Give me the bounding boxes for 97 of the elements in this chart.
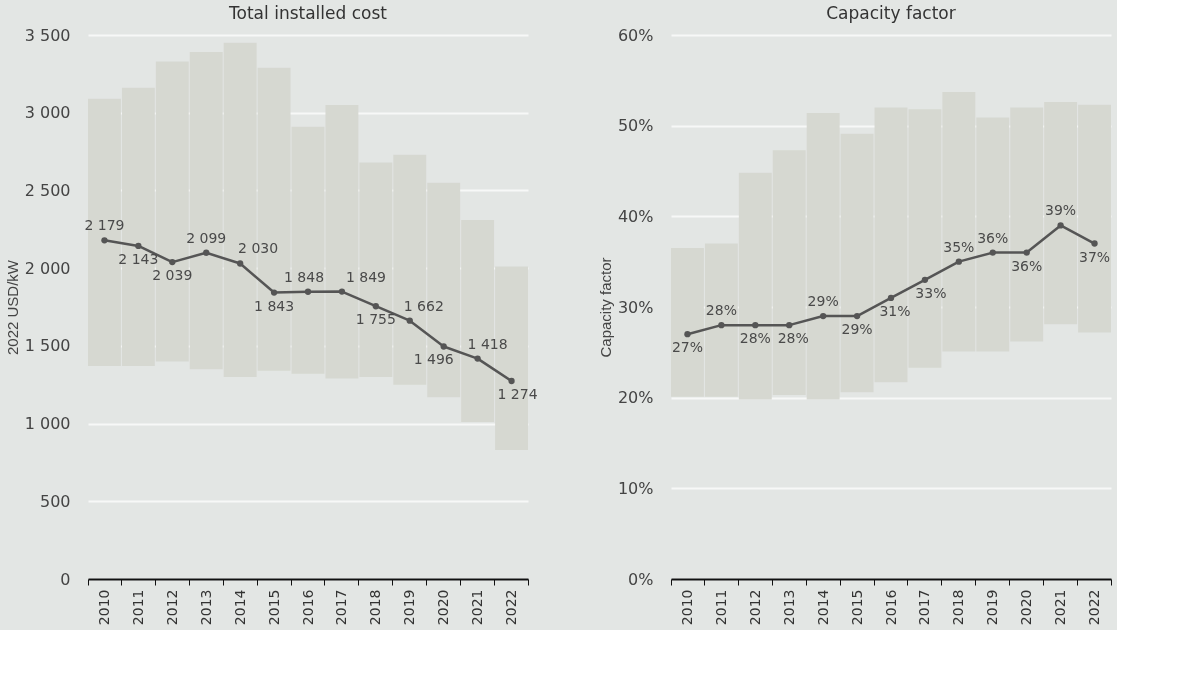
y-tick-label: 1 000 <box>24 414 71 434</box>
point <box>989 249 996 256</box>
x-tick-label: 2017 <box>916 589 933 626</box>
point <box>684 331 691 338</box>
data-label: 28% <box>705 302 737 319</box>
data-label: 2 143 <box>118 250 159 267</box>
y-tick-label: 500 <box>39 491 71 511</box>
point <box>1057 222 1064 229</box>
data-label: 1 843 <box>254 297 295 314</box>
x-tick-label: 2022 <box>503 589 520 626</box>
y-tick-label: 10% <box>617 478 654 498</box>
point <box>718 321 725 329</box>
x-tick-label: 2016 <box>299 589 316 626</box>
x-tick-label: 2021 <box>1052 589 1069 626</box>
data-label: 1 496 <box>413 351 454 368</box>
y-tick-label: 50% <box>617 116 654 136</box>
data-label: 39% <box>1045 202 1077 219</box>
x-tick-label: 2017 <box>333 589 350 626</box>
data-label: 1 274 <box>497 385 538 402</box>
point <box>440 343 447 350</box>
data-label: 1 662 <box>403 297 444 314</box>
y-tick-label: 2 500 <box>24 180 71 200</box>
data-label: 2 039 <box>152 267 193 284</box>
y-tick-label: 0% <box>628 569 654 589</box>
x-tick-label: 2012 <box>163 589 180 626</box>
y-tick-label: 0 <box>60 569 71 589</box>
point <box>474 355 481 362</box>
x-tick-label: 2020 <box>435 589 452 626</box>
y-axis-title: 2022 USD/kW <box>3 259 21 356</box>
data-label: 2 179 <box>84 217 125 234</box>
point <box>338 288 346 295</box>
x-tick-label: 2014 <box>814 589 831 626</box>
chart-title: Capacity factor <box>826 3 956 23</box>
x-tick-label: 2011 <box>712 589 729 626</box>
data-label: 1 755 <box>355 311 396 328</box>
data-label: 29% <box>841 321 873 338</box>
point <box>1091 240 1098 247</box>
point <box>752 321 759 329</box>
chart-title: Total installed cost <box>228 3 388 23</box>
data-label: 1 849 <box>345 268 386 285</box>
point <box>508 377 515 385</box>
x-tick-label: 2014 <box>231 589 248 626</box>
data-label: 31% <box>879 302 911 319</box>
y-axis-title: Capacity factor <box>596 257 614 358</box>
point <box>887 294 895 302</box>
data-label: 36% <box>977 229 1009 246</box>
x-tick-label: 2013 <box>780 589 797 626</box>
point <box>203 249 210 256</box>
data-label: 28% <box>777 330 809 347</box>
point <box>819 312 827 320</box>
x-tick-label: 2018 <box>950 589 967 626</box>
point <box>955 258 963 265</box>
x-tick-label: 2018 <box>367 589 384 626</box>
data-label: 2 030 <box>238 240 279 257</box>
x-tick-label: 2022 <box>1086 589 1103 626</box>
point <box>406 317 413 324</box>
x-tick-label: 2012 <box>746 589 763 626</box>
y-tick-label: 60% <box>617 25 654 45</box>
data-label: 2 099 <box>186 229 227 246</box>
x-tick-label: 2019 <box>984 589 1001 626</box>
x-tick-label: 2016 <box>882 589 899 626</box>
point <box>101 237 108 244</box>
point <box>853 312 861 320</box>
y-tick-label: 3 000 <box>24 103 71 123</box>
y-tick-label: 2 000 <box>24 258 71 278</box>
y-tick-label: 1 500 <box>24 336 71 356</box>
data-label: 33% <box>915 284 947 301</box>
point <box>304 288 312 295</box>
point <box>236 260 244 267</box>
point <box>1023 249 1030 256</box>
y-tick-label: 20% <box>617 388 654 408</box>
point <box>135 242 142 250</box>
data-label: 37% <box>1078 248 1111 265</box>
data-label: 35% <box>943 238 975 255</box>
point <box>270 289 278 296</box>
x-tick-label: 2010 <box>95 589 112 626</box>
data-label: 1 848 <box>283 268 325 285</box>
x-tick-label: 2013 <box>197 589 214 626</box>
x-tick-label: 2021 <box>469 589 486 626</box>
point <box>786 321 793 329</box>
data-label: 27% <box>671 339 704 356</box>
x-tick-label: 2015 <box>265 589 282 626</box>
data-label: 29% <box>807 293 839 310</box>
x-tick-label: 2010 <box>678 589 695 626</box>
data-label: 36% <box>1011 257 1043 274</box>
x-tick-label: 2015 <box>848 589 865 626</box>
point <box>169 258 176 266</box>
y-tick-label: 3 500 <box>24 25 71 45</box>
x-tick-label: 2011 <box>129 589 146 626</box>
y-tick-label: 30% <box>617 297 654 317</box>
y-tick-label: 40% <box>617 206 654 226</box>
point <box>921 276 929 283</box>
data-label: 28% <box>739 330 771 347</box>
x-tick-label: 2019 <box>401 589 418 626</box>
data-label: 1 418 <box>467 335 508 352</box>
x-tick-label: 2020 <box>1018 589 1035 626</box>
point <box>372 303 380 310</box>
